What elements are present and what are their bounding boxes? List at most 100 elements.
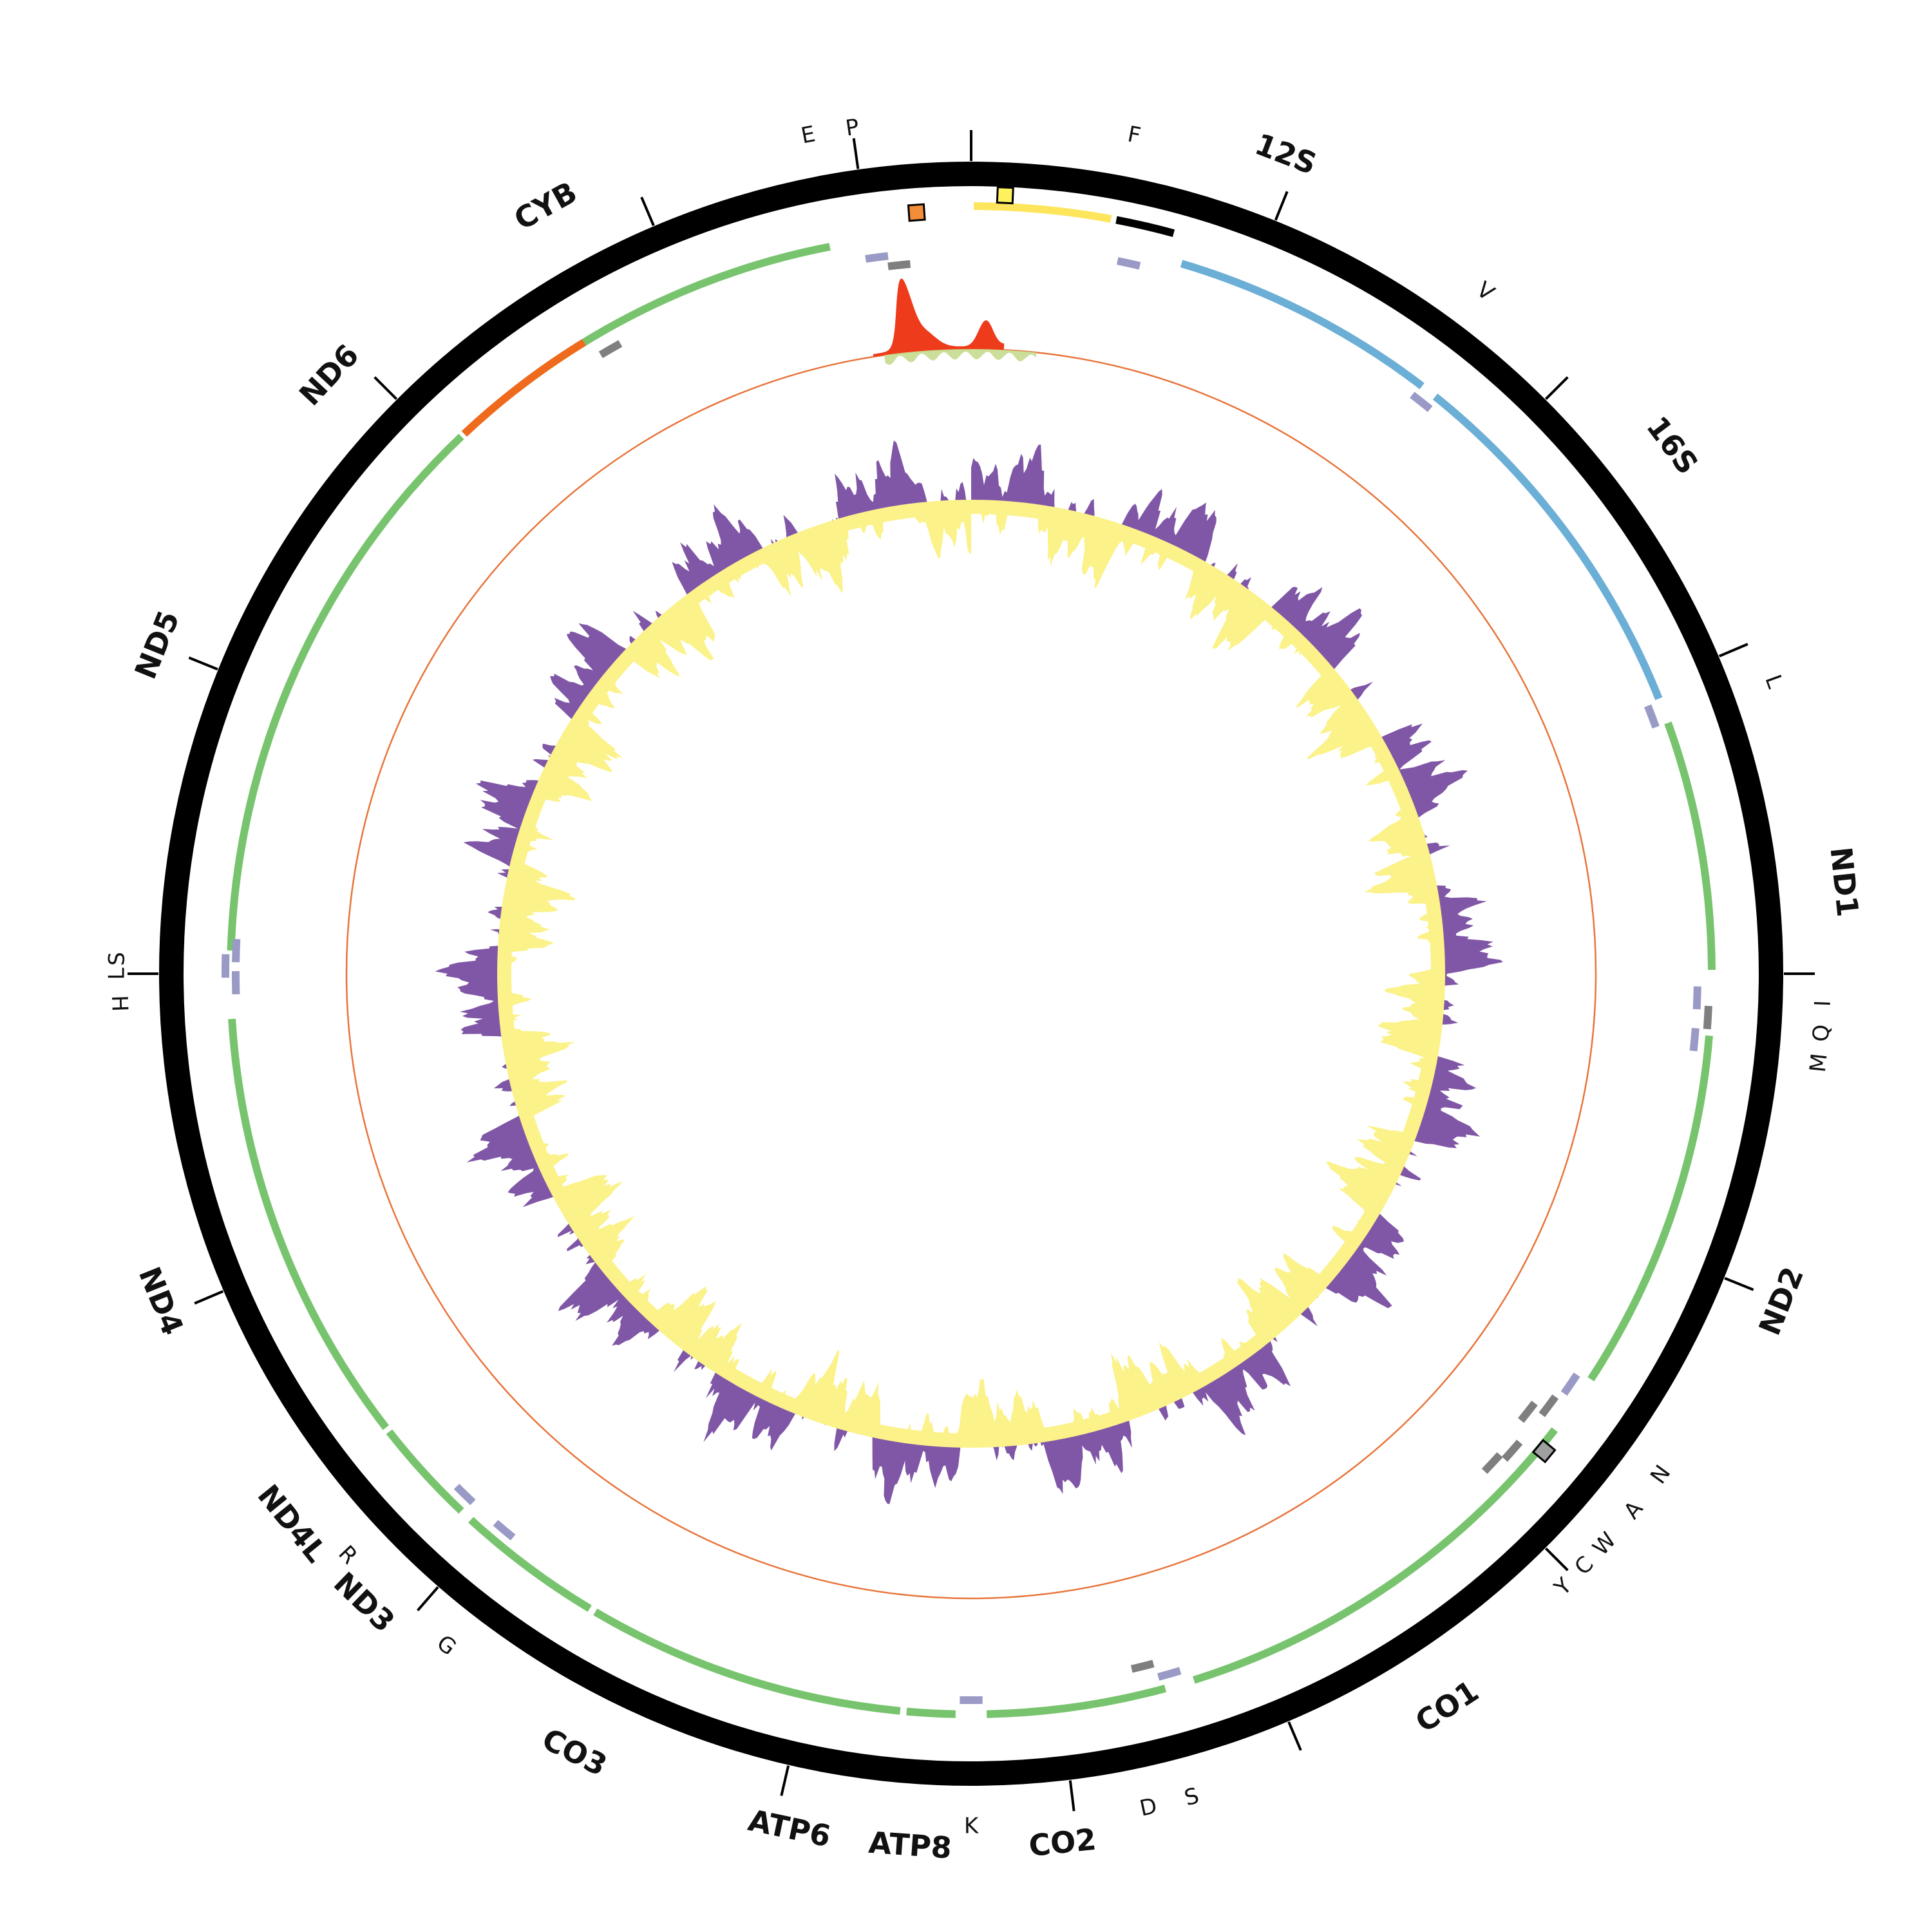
pcg-nd1-arc — [1664, 721, 1716, 971]
scale-tick — [194, 1290, 224, 1305]
feature-label-s2: S — [104, 952, 130, 966]
feature-label-16s: 16S — [1640, 410, 1705, 480]
trna-plus-tick — [493, 1520, 516, 1541]
feature-label-v: V — [1472, 277, 1499, 307]
feature-label-nd4l: ND4L — [251, 1478, 334, 1569]
pcg-nd5-arc — [227, 433, 464, 951]
trna-plus-tick — [1116, 257, 1141, 270]
feature-label-y: Y — [1549, 1573, 1577, 1601]
gc-skew-positive — [435, 440, 1503, 1504]
marker-grey — [1531, 1439, 1557, 1464]
feature-label-co3: CO3 — [536, 1721, 612, 1783]
pcg-nd4l-arc — [386, 1429, 464, 1514]
scale-tick — [780, 1765, 790, 1796]
depth-track — [873, 278, 1037, 365]
feature-label-f: F — [1126, 121, 1143, 149]
scale-tick — [1287, 1721, 1302, 1751]
feature-label-i: I — [1810, 999, 1836, 1007]
scale-tick — [1718, 643, 1748, 658]
feature-label-cyb: CYB — [508, 175, 583, 237]
trna-plus-tick — [865, 252, 889, 263]
trna-plus-tick — [453, 1483, 476, 1506]
scale-tick — [1724, 1276, 1754, 1291]
scale-tick — [852, 138, 860, 169]
feature-label-a: A — [1619, 1496, 1649, 1524]
trna-minus-tick — [1703, 1005, 1712, 1030]
pcg-cyb-arc — [513, 243, 831, 393]
trna-minus-tick — [598, 340, 623, 359]
feature-label-nd2: ND2 — [1752, 1262, 1810, 1340]
feature-label-l1: L — [1759, 672, 1788, 692]
trna-plus-tick — [1410, 392, 1433, 412]
feature-label-nd6: ND6 — [292, 337, 366, 412]
pcg-nd3-arc — [468, 1517, 592, 1612]
feature-label-nd3: ND3 — [327, 1566, 402, 1639]
feature-label-q: Q — [1808, 1024, 1835, 1043]
trna-minus-tick — [1481, 1452, 1503, 1474]
trna-minus-tick — [887, 260, 911, 270]
scale-tick — [374, 376, 398, 401]
pcg-nd4-arc — [228, 1018, 390, 1430]
pcg-co2-arc — [986, 1685, 1167, 1718]
trna-minus-tick — [1501, 1439, 1523, 1462]
feature-label-atp6: ATP6 — [745, 1803, 834, 1854]
feature-label-k: K — [964, 1814, 980, 1839]
feature-label-nd1: ND1 — [1823, 846, 1865, 919]
feature-label-r: R — [333, 1540, 362, 1569]
feature-track — [221, 186, 1716, 1718]
trna-minus-tick — [1130, 1660, 1155, 1673]
feature-label-12s: 12S — [1251, 126, 1321, 181]
gc-skew-track — [435, 440, 1503, 1504]
scale-tick — [1274, 191, 1289, 221]
scale-tick — [1068, 1780, 1075, 1812]
feature-label-l2: L — [104, 967, 130, 980]
pcg-nd2-arc — [1587, 1035, 1713, 1381]
feature-label-nd4: ND4 — [132, 1262, 191, 1340]
feature-label-d: D — [1137, 1793, 1159, 1822]
scale-ticks — [128, 130, 1815, 1812]
feature-label-n: N — [1645, 1461, 1676, 1489]
feature-label-s1: S — [1182, 1783, 1202, 1811]
feature-label-h: H — [106, 995, 133, 1012]
marker-orange — [907, 203, 926, 222]
trna-plus-tick — [1157, 1667, 1182, 1681]
feature-label-m: M — [1805, 1052, 1833, 1074]
scale-tick — [188, 656, 218, 671]
scale-tick — [640, 196, 655, 227]
feature-label-e: E — [799, 121, 818, 149]
rrna-12s-arc — [1180, 260, 1425, 390]
feature-label-co2: CO2 — [1027, 1822, 1098, 1864]
depth-minor — [884, 349, 1037, 365]
trna-plus-tick — [1560, 1372, 1580, 1396]
backbone-ring — [159, 162, 1783, 1786]
pcg-nd6-arc — [461, 339, 587, 437]
trna-plus-tick — [1644, 704, 1660, 729]
feature-label-atp8: ATP8 — [867, 1825, 953, 1866]
marker-yellow — [996, 186, 1014, 205]
scale-tick — [1544, 376, 1569, 401]
feature-label-g: G — [431, 1630, 460, 1661]
feature-label-c: C — [1569, 1551, 1598, 1580]
trna-minus-tick — [1539, 1394, 1559, 1417]
repeat-arc — [1115, 216, 1175, 237]
feature-label-co1: CO1 — [1409, 1673, 1484, 1739]
pcg-atp6-arc — [793, 1689, 901, 1715]
trna-plus-tick — [1689, 1028, 1700, 1052]
trna-minus-tick — [1518, 1400, 1538, 1423]
feature-label-p: P — [844, 114, 860, 141]
scale-tick — [1544, 1547, 1569, 1571]
depth-peaks — [873, 278, 1005, 357]
feature-label-nd5: ND5 — [128, 606, 186, 684]
pcg-co1-arc — [1192, 1427, 1558, 1684]
genome-backbone — [159, 162, 1783, 1786]
rrna-16s-arc — [1432, 393, 1663, 701]
trna-plus-tick — [1692, 986, 1701, 1010]
pcg-atp8-arc — [906, 1707, 956, 1718]
scale-tick — [417, 1586, 439, 1611]
feature-label-w: W — [1587, 1528, 1621, 1561]
control-region-arc — [974, 202, 1112, 223]
pcg-co3-arc — [593, 1608, 799, 1698]
